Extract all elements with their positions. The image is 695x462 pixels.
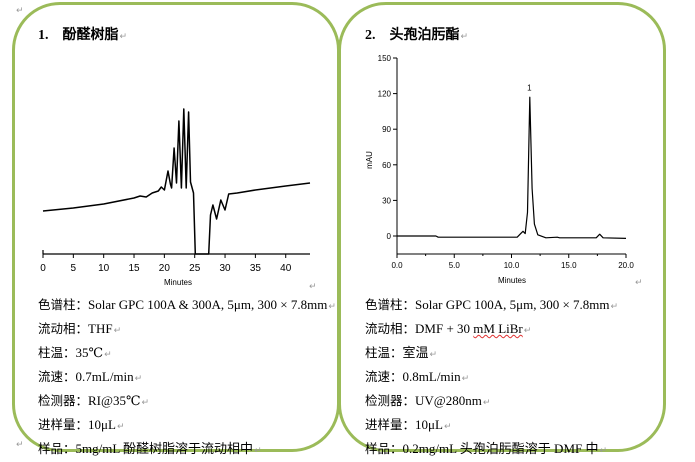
condition-value: UV@280nm — [415, 393, 482, 408]
title-text: 酚醛树脂 — [62, 27, 119, 43]
x-tick-label: 20.0 — [618, 261, 634, 270]
panel-title: 2. 头孢泊肟酯↵ — [365, 27, 469, 43]
condition-value: 10μL — [88, 417, 116, 432]
peak-label: 1 — [527, 84, 532, 93]
condition-label: 进样量： — [365, 417, 416, 432]
condition-label: 柱温： — [365, 345, 403, 360]
x-axis-label: Minutes — [498, 276, 526, 285]
x-tick-label: 10.0 — [504, 261, 520, 270]
x-tick-label: 40 — [280, 263, 292, 274]
condition-label: 样品： — [365, 441, 403, 456]
condition-row: 流动相：DMF + 30 mM LiBr↵ — [365, 321, 532, 336]
condition-value: Solar GPC 100A & 300A, 5μm, 300 × 7.8mm — [88, 297, 328, 312]
x-tick-label: 25 — [189, 263, 201, 274]
condition-label: 进样量： — [38, 417, 89, 432]
condition-value: DMF + 30 mM LiBr — [415, 321, 523, 336]
condition-value: 0.2mg/mL 头孢泊肟酯溶于 DMF 中 — [402, 441, 599, 456]
y-tick-label: 150 — [378, 54, 392, 63]
condition-label: 流速： — [38, 369, 76, 384]
condition-row: 流动相：THF↵ — [38, 321, 122, 336]
y-tick-label: 90 — [382, 125, 391, 134]
condition-row: 色谱柱：Solar GPC 100A & 300A, 5μm, 300 × 7.… — [38, 297, 336, 312]
x-tick-label: 5.0 — [449, 261, 461, 270]
condition-label: 流动相： — [38, 321, 89, 336]
condition-label: 检测器： — [38, 393, 89, 408]
condition-label: 检测器： — [365, 393, 416, 408]
x-tick-label: 35 — [250, 263, 262, 274]
condition-row: 检测器：UV@280nm↵ — [365, 393, 491, 408]
paragraph-mark: ↵ — [635, 278, 643, 288]
condition-value: 0.8mL/min — [402, 369, 461, 384]
x-tick-label: 30 — [219, 263, 231, 274]
x-tick-label: 15.0 — [561, 261, 577, 270]
y-tick-label: 120 — [378, 90, 392, 99]
x-tick-label: 10 — [98, 263, 110, 274]
x-tick-label: 15 — [128, 263, 140, 274]
paragraph-mark: ↵ — [16, 6, 24, 16]
condition-row: 进样量：10μL↵ — [38, 417, 125, 432]
condition-value: THF — [88, 321, 113, 336]
panel-title: 1. 酚醛树脂↵ — [38, 27, 128, 43]
condition-row: 检测器：RI@35℃↵ — [38, 393, 150, 408]
condition-row: 进样量：10μL↵ — [365, 417, 452, 432]
title-number: 2. — [365, 28, 376, 43]
title-text: 头孢泊肟酯 — [389, 27, 460, 43]
condition-value: 10μL — [415, 417, 443, 432]
signal-trace — [42, 108, 311, 255]
condition-label: 柱温： — [38, 345, 76, 360]
x-tick-label: 20 — [159, 263, 171, 274]
condition-row: 色谱柱：Solar GPC 100A, 5μm, 300 × 7.8mm↵ — [365, 297, 619, 312]
condition-row: 柱温：室温↵ — [365, 345, 438, 360]
paragraph-mark: ↵ — [16, 440, 24, 450]
x-axis-label: Minutes — [164, 278, 192, 287]
condition-value: RI@35℃ — [88, 393, 141, 408]
y-axis-label: mAU — [365, 151, 374, 169]
condition-label: 样品： — [38, 441, 76, 456]
y-tick-label: 30 — [382, 196, 391, 205]
condition-value: 5mg/mL 酚醛树脂溶于流动相中 — [75, 441, 254, 456]
condition-label: 色谱柱： — [38, 297, 89, 312]
condition-row: 流速：0.7mL/min↵ — [38, 369, 143, 384]
x-tick-label: 0.0 — [391, 261, 403, 270]
y-tick-label: 60 — [382, 161, 391, 170]
condition-label: 流动相： — [365, 321, 416, 336]
condition-row: 柱温：35℃↵ — [38, 345, 112, 360]
x-tick-label: 0 — [40, 263, 46, 274]
y-tick-label: 0 — [387, 232, 392, 241]
condition-label: 流速： — [365, 369, 403, 384]
condition-row: 样品：5mg/mL 酚醛树脂溶于流动相中↵ — [38, 441, 262, 456]
condition-value: Solar GPC 100A, 5μm, 300 × 7.8mm — [415, 297, 610, 312]
condition-value: 35℃ — [75, 345, 104, 360]
paragraph-mark: ↵ — [309, 282, 317, 292]
x-tick-label: 5 — [71, 263, 77, 274]
condition-value: 0.7mL/min — [75, 369, 134, 384]
panel-cefpodoxime — [338, 2, 666, 452]
conditions-list: 色谱柱：Solar GPC 100A & 300A, 5μm, 300 × 7.… — [38, 294, 336, 462]
conditions-list: 色谱柱：Solar GPC 100A, 5μm, 300 × 7.8mm↵ 流动相… — [365, 294, 618, 462]
condition-row: 样品：0.2mg/mL 头孢泊肟酯溶于 DMF 中↵ — [365, 441, 608, 456]
signal-trace — [397, 96, 627, 239]
condition-row: 流速：0.8mL/min↵ — [365, 369, 470, 384]
title-number: 1. — [38, 28, 49, 43]
panel-phenolic-resin — [12, 2, 340, 452]
condition-value: 室温 — [402, 345, 429, 360]
condition-label: 色谱柱： — [365, 297, 416, 312]
